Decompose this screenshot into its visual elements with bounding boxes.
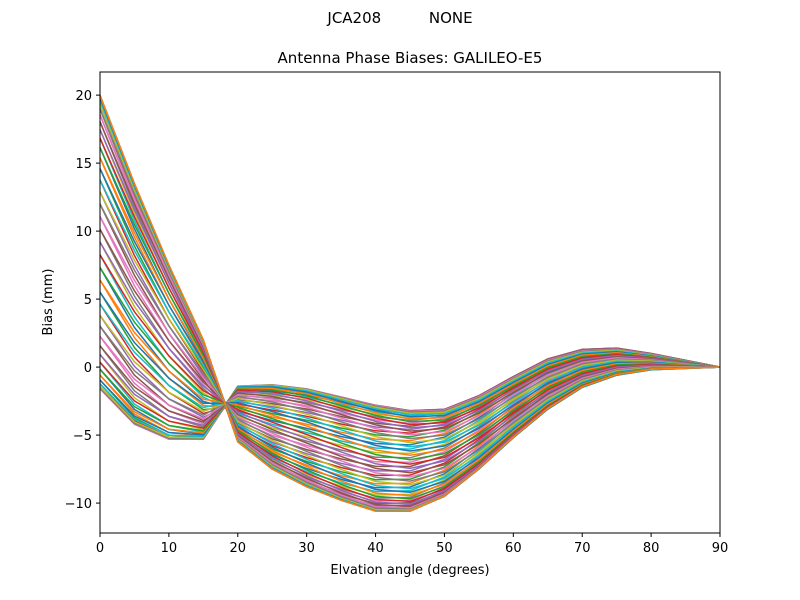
series-line	[99, 291, 721, 452]
x-tick-label: 50	[436, 541, 453, 556]
series-line	[99, 354, 721, 429]
series-line	[99, 351, 721, 436]
x-axis-label: Elvation angle (degrees)	[330, 563, 489, 578]
y-tick-label: 0	[84, 361, 92, 376]
series-line	[99, 303, 721, 448]
x-tick-label: 80	[643, 541, 660, 556]
series-line	[99, 279, 721, 457]
series-lines	[99, 94, 721, 512]
series-line	[99, 228, 721, 474]
y-tick-label: 15	[75, 157, 92, 172]
chart-title: Antenna Phase Biases: GALILEO-E5	[277, 49, 543, 67]
y-tick-label: 20	[75, 89, 92, 104]
y-axis-ticks: −10 −5 0 5 10 15 20	[65, 89, 100, 512]
series-line	[99, 353, 721, 430]
series-line	[99, 95, 721, 512]
series-line	[99, 203, 721, 482]
x-axis-ticks: 0 10 20 30 40 50 60 70 80 90	[96, 533, 728, 556]
x-tick-label: 10	[161, 541, 178, 556]
series-line	[99, 352, 721, 432]
x-tick-label: 90	[712, 541, 729, 556]
x-tick-label: 60	[505, 541, 522, 556]
series-line	[99, 121, 721, 499]
x-tick-label: 20	[230, 541, 247, 556]
x-tick-label: 30	[298, 541, 315, 556]
plot-frame	[99, 71, 721, 534]
series-line	[99, 325, 721, 440]
series-line	[99, 254, 721, 465]
x-tick-label: 0	[96, 541, 104, 556]
series-line	[99, 350, 721, 438]
x-tick-label: 40	[367, 541, 384, 556]
series-line	[99, 95, 721, 512]
series-line	[99, 267, 721, 461]
series-line	[99, 335, 721, 436]
series-line	[99, 191, 721, 486]
y-axis-label: Bias (mm)	[41, 269, 56, 336]
y-tick-label: −10	[65, 497, 92, 512]
series-line	[99, 351, 721, 434]
x-tick-label: 70	[574, 541, 591, 556]
y-tick-label: −5	[73, 429, 92, 444]
series-line	[99, 216, 721, 478]
series-line	[99, 345, 721, 432]
y-tick-label: 5	[84, 293, 92, 308]
figure-suptitle: JCA208 NONE	[327, 9, 473, 27]
series-line	[99, 241, 721, 470]
series-line	[99, 314, 721, 444]
y-tick-label: 10	[75, 225, 92, 240]
